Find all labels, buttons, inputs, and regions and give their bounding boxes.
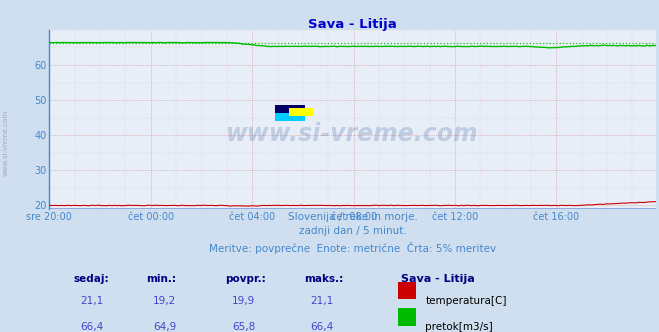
Text: sedaj:: sedaj: — [74, 274, 109, 284]
Text: pretok[m3/s]: pretok[m3/s] — [425, 322, 493, 332]
Bar — [275, 105, 305, 116]
Text: 19,9: 19,9 — [232, 296, 255, 306]
Bar — [289, 108, 314, 116]
Text: 19,2: 19,2 — [153, 296, 176, 306]
Text: 64,9: 64,9 — [153, 322, 176, 332]
Text: min.:: min.: — [146, 274, 177, 284]
Bar — [398, 282, 416, 299]
Text: www.si-vreme.com: www.si-vreme.com — [2, 110, 9, 176]
Text: 65,8: 65,8 — [232, 322, 255, 332]
Text: www.si-vreme.com: www.si-vreme.com — [226, 122, 479, 146]
Text: Sava - Litija: Sava - Litija — [401, 274, 475, 284]
Text: maks.:: maks.: — [304, 274, 343, 284]
Text: Sava - Litija: Sava - Litija — [308, 18, 397, 31]
Text: 21,1: 21,1 — [310, 296, 334, 306]
Text: 21,1: 21,1 — [80, 296, 103, 306]
Text: 66,4: 66,4 — [310, 322, 334, 332]
Text: Slovenija / reke in morje.
zadnji dan / 5 minut.
Meritve: povprečne  Enote: metr: Slovenija / reke in morje. zadnji dan / … — [209, 212, 496, 254]
Text: temperatura[C]: temperatura[C] — [425, 296, 507, 306]
Text: povpr.:: povpr.: — [225, 274, 266, 284]
Bar — [275, 113, 305, 121]
Bar — [398, 308, 416, 326]
Text: 66,4: 66,4 — [80, 322, 103, 332]
